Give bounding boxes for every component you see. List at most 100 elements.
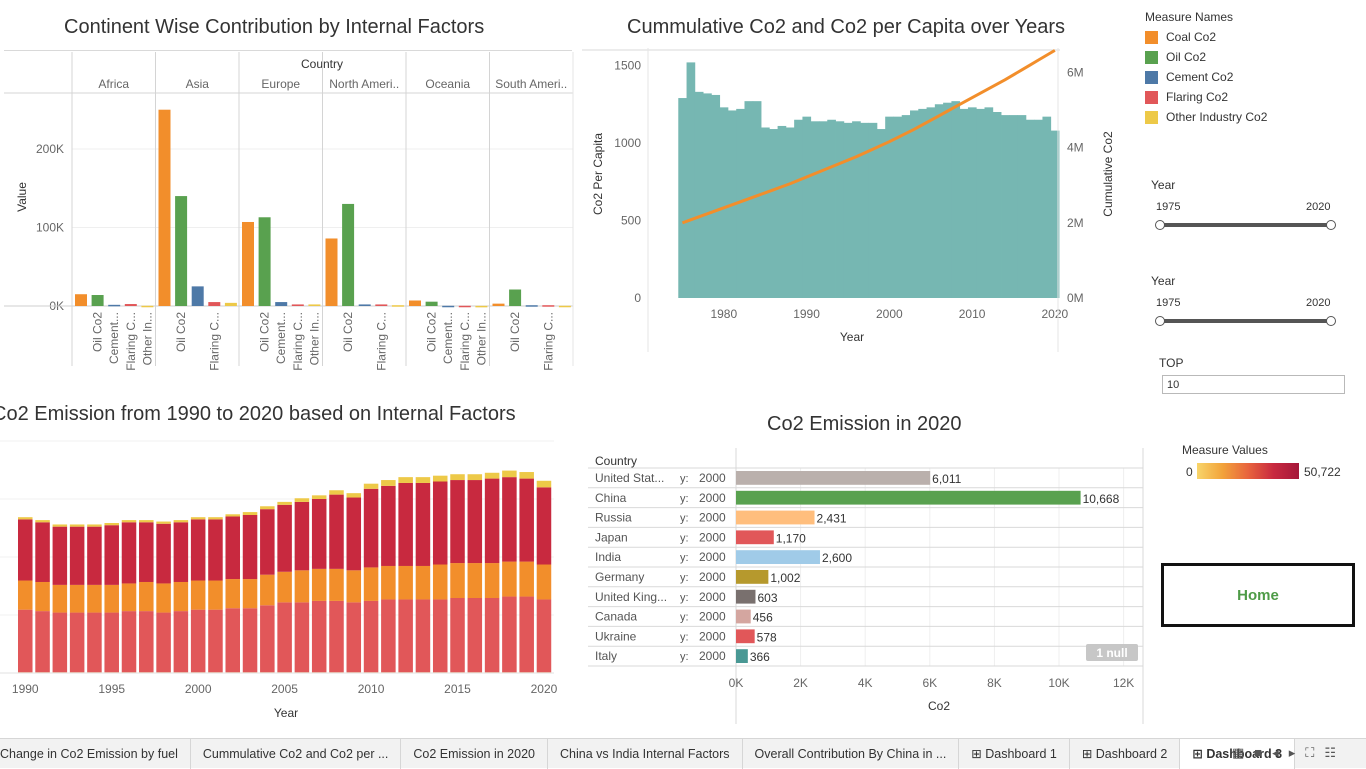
stacked-segment[interactable] bbox=[69, 524, 85, 527]
stacked-segment[interactable] bbox=[450, 474, 465, 481]
stacked-segment[interactable] bbox=[104, 612, 119, 673]
per-capita-bar[interactable] bbox=[926, 107, 936, 298]
stacked-segment[interactable] bbox=[484, 598, 500, 673]
country-bar[interactable] bbox=[736, 530, 774, 545]
sheet-tab[interactable]: Change in Co2 Emission by fuel bbox=[0, 738, 191, 769]
stacked-segment[interactable] bbox=[121, 583, 137, 612]
continent-bar-chart[interactable]: CountryValue0K100K200KAfricaOil Co2Cemen… bbox=[0, 52, 585, 370]
prev-tab-icon[interactable]: ◂ bbox=[1272, 745, 1279, 760]
stacked-segment[interactable] bbox=[294, 602, 310, 673]
stacked-segment[interactable] bbox=[173, 581, 189, 612]
stacked-segment[interactable] bbox=[467, 563, 483, 599]
stacked-segment[interactable] bbox=[363, 488, 379, 568]
per-capita-bar[interactable] bbox=[678, 98, 687, 298]
per-capita-bar[interactable] bbox=[976, 108, 985, 299]
country-bar[interactable] bbox=[736, 589, 756, 604]
per-capita-bar[interactable] bbox=[967, 107, 977, 298]
stacked-segment[interactable] bbox=[536, 480, 552, 488]
sheet-tab[interactable]: Cummulative Co2 and Co2 per ... bbox=[191, 738, 402, 769]
grid-view-icon[interactable]: ▦ bbox=[1232, 745, 1245, 760]
per-capita-bar[interactable] bbox=[794, 119, 803, 298]
stacked-segment[interactable] bbox=[277, 504, 292, 572]
bar-flaring[interactable] bbox=[375, 304, 388, 306]
per-capita-bar[interactable] bbox=[951, 101, 961, 299]
per-capita-bar[interactable] bbox=[910, 110, 919, 298]
stacked-segment[interactable] bbox=[156, 583, 171, 613]
bar-oil[interactable] bbox=[91, 295, 104, 306]
per-capita-bar[interactable] bbox=[827, 119, 836, 298]
stacked-segment[interactable] bbox=[208, 517, 223, 520]
stacked-segment[interactable] bbox=[139, 611, 154, 673]
year-filter-2-track[interactable] bbox=[1160, 319, 1332, 323]
stacked-segment[interactable] bbox=[190, 517, 206, 520]
bar-cement[interactable] bbox=[525, 305, 538, 307]
stacked-segment[interactable] bbox=[18, 609, 33, 673]
stacked-segment[interactable] bbox=[18, 580, 33, 610]
stacked-segment[interactable] bbox=[87, 584, 102, 613]
per-capita-bar[interactable] bbox=[694, 91, 704, 298]
bar-oil[interactable] bbox=[175, 196, 188, 306]
year-filter-1-min-handle[interactable] bbox=[1155, 220, 1165, 230]
stacked-segment[interactable] bbox=[311, 498, 327, 569]
bar-cement[interactable] bbox=[358, 304, 371, 306]
bar-flaring[interactable] bbox=[291, 304, 304, 306]
year-filter-2-max-handle[interactable] bbox=[1326, 316, 1336, 326]
bar-cement[interactable] bbox=[108, 304, 121, 307]
stacked-bar-chart[interactable]: 1990 1995 2000 2005 2010 2015 2020 Year bbox=[0, 430, 580, 725]
stacked-segment[interactable] bbox=[467, 480, 483, 564]
bar-coal[interactable] bbox=[242, 221, 254, 306]
bar-cement[interactable] bbox=[442, 305, 455, 308]
per-capita-bar[interactable] bbox=[752, 101, 762, 299]
stacked-segment[interactable] bbox=[35, 581, 50, 612]
bar-oil[interactable] bbox=[509, 289, 522, 306]
show-sheets-icon[interactable]: ☷ bbox=[1324, 745, 1336, 760]
stacked-segment[interactable] bbox=[329, 490, 344, 495]
stacked-segment[interactable] bbox=[190, 609, 206, 673]
country-bar[interactable] bbox=[736, 510, 815, 525]
stacked-segment[interactable] bbox=[208, 580, 223, 610]
stacked-segment[interactable] bbox=[329, 494, 344, 569]
year-filter-2-min-handle[interactable] bbox=[1155, 316, 1165, 326]
per-capita-bar[interactable] bbox=[736, 108, 745, 299]
stacked-segment[interactable] bbox=[536, 487, 552, 565]
stacked-segment[interactable] bbox=[294, 501, 310, 571]
country-bar[interactable] bbox=[736, 550, 820, 564]
stacked-segment[interactable] bbox=[121, 522, 137, 584]
stacked-segment[interactable] bbox=[260, 605, 275, 673]
per-capita-bar[interactable] bbox=[934, 104, 944, 298]
sheet-tab[interactable]: ⊞ Dashboard 3 bbox=[1180, 738, 1296, 769]
legend-item[interactable]: Flaring Co2 bbox=[1145, 87, 1267, 107]
stacked-segment[interactable] bbox=[277, 602, 292, 673]
stacked-segment[interactable] bbox=[519, 472, 534, 479]
bar-other[interactable] bbox=[141, 305, 154, 308]
stacked-segment[interactable] bbox=[69, 526, 85, 585]
stacked-segment[interactable] bbox=[260, 574, 275, 606]
stacked-segment[interactable] bbox=[311, 568, 327, 601]
per-capita-bar[interactable] bbox=[1017, 115, 1027, 298]
stacked-segment[interactable] bbox=[363, 600, 379, 673]
stacked-segment[interactable] bbox=[104, 584, 119, 613]
stacked-segment[interactable] bbox=[18, 517, 33, 520]
stacked-segment[interactable] bbox=[363, 483, 379, 489]
stacked-segment[interactable] bbox=[536, 599, 552, 673]
per-capita-bar[interactable] bbox=[868, 122, 878, 298]
per-capita-bar[interactable] bbox=[835, 121, 845, 298]
bar-flaring[interactable] bbox=[458, 305, 471, 308]
stacked-segment[interactable] bbox=[208, 519, 223, 581]
stacked-segment[interactable] bbox=[398, 599, 413, 673]
bar-other[interactable] bbox=[475, 305, 488, 308]
stacked-segment[interactable] bbox=[104, 523, 119, 526]
country-bar[interactable] bbox=[736, 629, 755, 644]
stacked-segment[interactable] bbox=[225, 514, 241, 517]
country-bar[interactable] bbox=[736, 609, 751, 624]
stacked-segment[interactable] bbox=[467, 598, 483, 673]
stacked-segment[interactable] bbox=[277, 571, 292, 603]
stacked-segment[interactable] bbox=[35, 611, 50, 673]
stacked-segment[interactable] bbox=[52, 584, 68, 613]
bar-coal[interactable] bbox=[492, 303, 505, 306]
stacked-segment[interactable] bbox=[294, 570, 310, 603]
per-capita-bar[interactable] bbox=[918, 108, 927, 299]
per-capita-bar[interactable] bbox=[711, 94, 721, 298]
stacked-segment[interactable] bbox=[242, 579, 258, 609]
legend-item[interactable]: Coal Co2 bbox=[1145, 27, 1267, 47]
